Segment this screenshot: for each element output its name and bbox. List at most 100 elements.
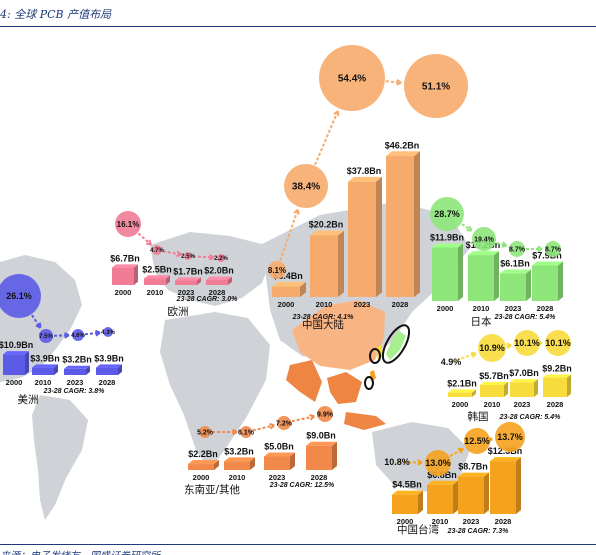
bar-top xyxy=(310,230,344,236)
bar xyxy=(175,280,197,285)
bar xyxy=(144,278,166,285)
bar xyxy=(310,235,338,297)
bar-top xyxy=(264,452,295,457)
share-label: 4.7% xyxy=(150,248,164,254)
value-label: $3.2Bn xyxy=(62,355,92,365)
share-bubble xyxy=(72,329,84,341)
south-america-landmass xyxy=(32,395,88,520)
trend-arrowhead xyxy=(501,241,508,248)
year-tick-label: 2028 xyxy=(99,378,116,387)
share-bubble xyxy=(404,54,468,118)
japan-highlight xyxy=(386,330,406,360)
region-name: 美洲 xyxy=(18,393,39,406)
value-label: $3.2Bn xyxy=(224,446,254,456)
bar xyxy=(3,354,25,375)
trend-arrowhead xyxy=(506,342,512,350)
bar xyxy=(432,247,458,301)
region-1: $11.9Bn2000$10.2Bn2010$6.1Bn2023$7.9Bn20… xyxy=(430,197,563,328)
bar-top xyxy=(480,381,508,386)
share-label: 10.8% xyxy=(384,457,410,467)
share-label: 5.2% xyxy=(197,429,214,436)
bar xyxy=(112,267,134,285)
bar xyxy=(96,367,118,375)
share-bubble xyxy=(217,254,225,262)
bar xyxy=(206,279,228,285)
cagr-label: 23-28 CAGR: 5.4% xyxy=(499,414,561,421)
bar-side xyxy=(332,441,337,470)
bar-top xyxy=(96,364,122,368)
year-tick-label: 2000 xyxy=(6,378,23,387)
trend-connector xyxy=(496,241,507,247)
bar-top xyxy=(206,276,232,280)
trend-connector xyxy=(84,331,101,336)
bar-side xyxy=(300,281,306,297)
bar xyxy=(427,484,453,514)
india-sea-highlight xyxy=(286,360,386,430)
share-label: 2.2% xyxy=(214,256,228,262)
region-4: $2.1Bn 2000 $5.7Bn 2010 $7.0Bn 2023 $9.2Bn 2028… xyxy=(441,330,572,423)
bar-side xyxy=(338,230,344,297)
share-bubble xyxy=(240,426,252,438)
bar-side xyxy=(534,379,538,397)
top-rule xyxy=(0,26,596,27)
value-label: $37.8Bn xyxy=(347,166,382,176)
year-tick-label: 2000 xyxy=(437,304,454,313)
year-tick-label: 2010 xyxy=(432,517,449,526)
value-label: $4.5Bn xyxy=(392,480,422,490)
value-label: $3.9Bn xyxy=(30,353,60,363)
trend-connector xyxy=(279,209,299,261)
value-label: $6.1Bn xyxy=(500,259,530,269)
year-tick-label: 2023 xyxy=(269,473,286,482)
share-bubble xyxy=(472,227,496,251)
value-label: $7.0Bn xyxy=(509,368,539,378)
cagr-label: 23-28 CAGR: 5.4% xyxy=(494,314,556,321)
bar xyxy=(348,181,376,297)
bar-top xyxy=(432,243,463,248)
share-bubble xyxy=(545,330,571,356)
region-name: 韩国 xyxy=(468,410,489,423)
taiwan-ring xyxy=(364,376,374,390)
share-bubble xyxy=(545,241,561,257)
bar xyxy=(392,494,418,514)
trend-connector xyxy=(137,232,152,246)
region-2: $6.7Bn 2000 $2.5Bn 2010 $1.7Bn 2023 $2.0Bn 2028… xyxy=(110,211,238,318)
japan-ring xyxy=(381,324,411,364)
value-label: $7.9Bn xyxy=(532,250,562,260)
bar-side xyxy=(250,457,255,470)
bottom-rule xyxy=(0,544,596,545)
bar xyxy=(510,382,534,397)
share-bubble xyxy=(495,422,525,452)
bar-side xyxy=(25,351,29,375)
value-label: $5.7Bn xyxy=(479,371,509,381)
year-tick-label: 2023 xyxy=(505,304,522,313)
share-label: 8.7% xyxy=(545,246,562,253)
value-label: $11.9Bn xyxy=(430,232,464,242)
share-bubble xyxy=(268,261,286,279)
bar-side xyxy=(376,176,382,297)
bar-top xyxy=(543,374,571,378)
share-bubble xyxy=(514,330,540,356)
cagr-label: 23-28 CAGR: 12.5% xyxy=(269,482,335,489)
bar-side xyxy=(197,277,201,285)
bar-top xyxy=(392,490,423,495)
year-tick-label: 2028 xyxy=(311,473,328,482)
bar-side xyxy=(414,151,420,297)
share-label: 2.5% xyxy=(181,254,195,260)
share-bubble xyxy=(277,416,291,430)
value-label: $2.0Bn xyxy=(204,266,234,276)
trend-arrowhead xyxy=(269,423,275,430)
bar-side xyxy=(472,389,476,397)
bar-top xyxy=(175,277,201,281)
bar-top xyxy=(427,480,458,485)
bar-top xyxy=(188,460,219,465)
bar-top xyxy=(490,457,521,462)
share-label: 12.5% xyxy=(464,436,490,446)
share-bubble xyxy=(509,241,525,257)
bar xyxy=(272,286,300,297)
trend-arrowhead xyxy=(333,110,340,117)
bar-side xyxy=(214,460,219,470)
year-tick-label: 2000 xyxy=(278,300,295,309)
region-name: 中国大陆 xyxy=(302,318,344,331)
bar-top xyxy=(3,351,29,355)
